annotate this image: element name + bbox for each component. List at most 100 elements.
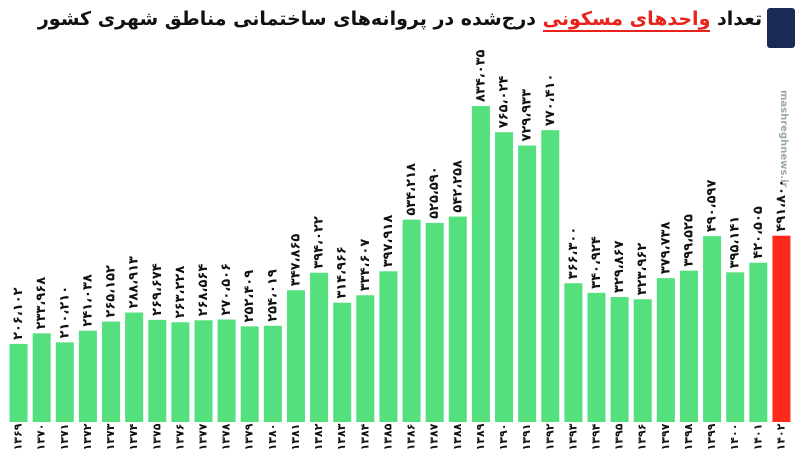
value-label: ۷۲۹،۹۳۳ — [520, 89, 535, 142]
bar — [240, 326, 259, 422]
value-label: ۳۹۴،۰۲۲ — [312, 216, 327, 269]
x-tick-label: ۱۳۷۸ — [220, 423, 233, 450]
value-label: ۲۵۲،۴۰۹ — [242, 270, 257, 323]
bar — [102, 321, 121, 422]
bar — [356, 295, 375, 422]
logo — [767, 8, 795, 48]
value-label: ۲۶۳،۲۲۸ — [173, 266, 188, 319]
bar — [333, 302, 352, 422]
x-tick-label: ۱۳۷۵ — [150, 423, 163, 450]
x-tick-label: ۱۳۸۳ — [335, 423, 348, 450]
value-label: ۲۸۸،۹۱۳ — [127, 256, 142, 309]
x-tick-label: ۱۳۹۸ — [682, 423, 695, 450]
x-tick-label: ۱۴۰۲ — [774, 423, 787, 450]
bar — [518, 145, 537, 423]
value-label: ۲۷۰،۵۰۶ — [219, 263, 234, 316]
bar — [772, 235, 791, 422]
x-tick-label: ۱۳۶۹ — [12, 423, 25, 450]
x-tick-label: ۱۳۹۴ — [590, 423, 603, 450]
value-label: ۲۶۸،۵۶۴ — [196, 264, 211, 317]
value-label: ۳۹۷،۹۱۸ — [381, 215, 396, 268]
bar — [194, 320, 213, 422]
x-tick-label: ۱۳۹۵ — [613, 423, 626, 450]
x-tick-label: ۱۳۹۰ — [497, 424, 510, 451]
value-label: ۲۴۱،۰۳۸ — [80, 274, 95, 327]
value-label: ۳۷۹،۷۳۸ — [658, 222, 673, 275]
x-tick-label: ۱۳۹۹ — [705, 423, 718, 450]
x-tick-label: ۱۳۹۳ — [566, 423, 579, 450]
bar — [610, 297, 629, 422]
value-label: ۲۶۹،۶۷۴ — [150, 263, 165, 316]
x-tick-label: ۱۳۸۲ — [312, 423, 325, 450]
value-label: ۵۲۵،۵۹۰ — [427, 166, 442, 219]
bar — [749, 262, 768, 422]
watermark: mashreghnews.ir — [778, 90, 789, 188]
bar — [656, 278, 675, 422]
x-tick-label: ۱۳۸۷ — [428, 423, 441, 450]
value-label: ۲۰۶،۱۰۲ — [11, 287, 26, 340]
bar — [217, 319, 236, 422]
bar — [633, 299, 652, 422]
value-label: ۲۳۳،۹۶۸ — [34, 277, 49, 330]
value-label: ۷۷۰،۴۱۰ — [543, 74, 558, 127]
x-tick-label: ۱۳۸۰ — [266, 424, 279, 451]
title-highlight: واحدهای مسکونی — [542, 8, 711, 32]
bar — [425, 222, 444, 422]
value-label: ۲۵۴،۰۱۹ — [265, 269, 280, 322]
x-tick-label: ۱۳۷۳ — [104, 423, 117, 450]
x-tick-label: ۱۳۷۴ — [127, 423, 140, 450]
value-label: ۳۳۴،۶۰۷ — [358, 239, 373, 292]
bar — [78, 330, 97, 422]
bar — [125, 312, 144, 422]
bar — [9, 343, 28, 422]
x-tick-label: ۱۳۹۱ — [520, 424, 533, 451]
x-tick-label: ۱۳۷۱ — [58, 424, 71, 451]
bar — [171, 322, 190, 422]
x-tick-label: ۱۳۸۱ — [289, 424, 302, 451]
chart-title: تعداد واحدهای مسکونی درج‌شده در پروانه‌ه… — [0, 8, 800, 32]
bar — [310, 272, 329, 422]
value-label: ۳۴۷،۸۶۵ — [288, 234, 303, 287]
bar — [286, 290, 305, 422]
bar — [448, 216, 467, 422]
value-label: ۳۹۹،۵۲۵ — [681, 214, 696, 267]
value-label: ۳۹۵،۱۴۱ — [728, 216, 743, 269]
value-label: ۵۳۴،۲۱۸ — [404, 163, 419, 216]
bar — [263, 325, 282, 422]
x-tick-label: ۱۳۸۴ — [358, 423, 371, 450]
bar — [541, 130, 560, 422]
bar — [726, 272, 745, 422]
bar — [379, 271, 398, 422]
x-tick-label: ۱۳۸۹ — [474, 423, 487, 450]
x-tick-label: ۱۳۹۶ — [636, 424, 649, 451]
x-tick-label: ۱۳۷۹ — [243, 423, 256, 450]
value-label: ۳۲۳،۹۶۲ — [635, 243, 650, 296]
value-label: ۳۴۰،۹۲۴ — [589, 236, 604, 289]
x-tick-label: ۱۳۷۶ — [173, 424, 186, 451]
bar — [471, 106, 490, 423]
x-tick-label: ۱۳۸۶ — [405, 424, 418, 451]
x-tick-label: ۱۴۰۱ — [751, 424, 764, 451]
bar — [495, 132, 514, 422]
bar — [587, 292, 606, 422]
bar — [55, 342, 74, 422]
value-label: ۳۶۶،۳۰۰ — [566, 227, 581, 280]
bar — [402, 219, 421, 422]
value-label: ۴۲۰،۵۰۵ — [751, 206, 766, 259]
x-tick-label: ۱۳۷۰ — [35, 424, 48, 451]
x-tick-label: ۱۴۰۰ — [728, 424, 741, 451]
value-label: ۴۹۰،۵۹۷ — [705, 180, 720, 233]
value-label: ۸۳۴،۰۳۵ — [473, 49, 488, 102]
x-tick-label: ۱۳۷۲ — [81, 423, 94, 450]
x-tick-label: ۱۳۷۷ — [197, 423, 210, 450]
bar — [32, 333, 51, 422]
x-tick-label: ۱۳۹۷ — [659, 423, 672, 450]
value-label: ۳۲۹،۸۶۷ — [612, 240, 627, 293]
value-label: ۷۶۵،۰۲۴ — [497, 76, 512, 129]
bar — [564, 283, 583, 422]
value-label: ۵۴۲،۲۵۸ — [450, 160, 465, 213]
bar — [679, 270, 698, 422]
value-label: ۲۶۵،۱۵۲ — [104, 265, 119, 318]
